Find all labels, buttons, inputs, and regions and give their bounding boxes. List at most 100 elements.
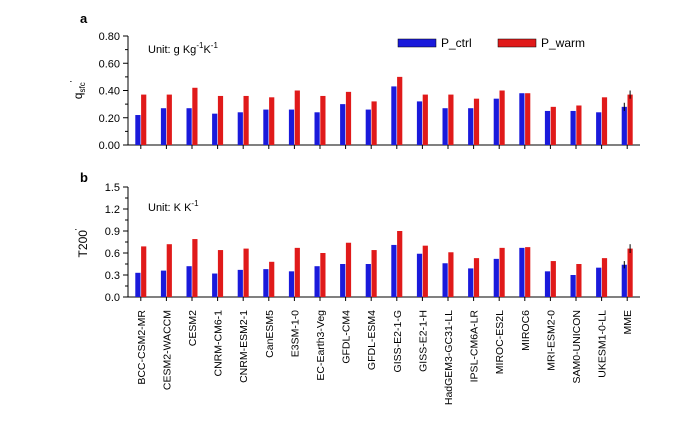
category-labels: BCC-CSM2-MR CESM2-WACCM CESM2 CNRM-CM6-1 CNR… xyxy=(136,310,634,406)
panel-b-bar-ctrl xyxy=(263,269,269,297)
panel-a-bar-warm xyxy=(141,94,147,145)
panel-a-plot: 0.00 0.20 0.40 0.60 0.80 xyxy=(99,31,640,152)
panel-b-bar-ctrl xyxy=(544,271,551,297)
panel-a-bar-ctrl xyxy=(314,112,320,145)
panel-b-bar-warm xyxy=(243,248,249,297)
panel-a-bar-warm xyxy=(422,94,428,145)
panel-b-ylabel: T200' xyxy=(74,228,90,257)
panel-b-bar-ctrl xyxy=(186,266,192,297)
category-label: GFDL-ESM4 xyxy=(366,310,378,370)
panel-b-bar-warm xyxy=(217,250,224,297)
panel-a-bar-warm xyxy=(576,105,582,145)
panel-a-bar-ctrl xyxy=(468,108,474,145)
panel-a-bar-ctrl xyxy=(135,115,141,145)
panel-b-bar-ctrl xyxy=(596,267,602,297)
panel-a-bar-ctrl xyxy=(212,113,218,145)
panel-a-ytick-label: 0.00 xyxy=(99,140,120,152)
category-label: GISS-E2-1-H xyxy=(417,310,429,372)
panel-a-bar-ctrl xyxy=(391,86,397,145)
panel-b-ylabel-main: T200 xyxy=(76,230,90,258)
panel-a-bar-ctrl xyxy=(416,101,423,145)
category-label: IPSL-CM6A-LR xyxy=(469,310,481,383)
category-label: HadGEM3-GC31-LL xyxy=(443,310,455,405)
panel-b-ytick-label: 1.5 xyxy=(105,182,120,194)
panel-b-bar-warm xyxy=(576,264,582,297)
panel-a-bar-warm xyxy=(294,90,300,145)
panel-a-bar-warm xyxy=(550,106,556,145)
panel-a-unit-label: Unit: g Kg-1K-1 xyxy=(148,41,218,56)
panel-b-bar-ctrl xyxy=(288,271,295,297)
panel-b-bar-ctrl xyxy=(365,264,371,297)
panel-a-bar-warm xyxy=(448,94,454,145)
panel-a-bar-ctrl xyxy=(544,110,551,145)
panel-a-bar-warm xyxy=(601,97,608,145)
panel-a-bar-warm xyxy=(627,94,633,145)
legend-ctrl-label: P_ctrl xyxy=(441,36,472,50)
panel-a-bar-warm xyxy=(320,95,326,145)
category-label: MME xyxy=(622,310,634,335)
panel-a-bar-ctrl xyxy=(596,112,602,145)
category-label: SAM0-UNICON xyxy=(571,310,583,384)
legend: P_ctrl P_warm xyxy=(397,36,585,50)
panel-b-ytick-label: 0.9 xyxy=(105,226,120,238)
panel-a-ytick-label: 0.20 xyxy=(99,113,120,125)
panel-b-bar-ctrl xyxy=(468,268,474,297)
panel-b-bar-warm xyxy=(192,239,198,297)
svg-text:qsfc': qsfc' xyxy=(69,80,87,99)
category-label: CESM2-WACCM xyxy=(161,310,173,390)
panel-b-bar-warm xyxy=(371,250,377,297)
panel-b-bar-ctrl xyxy=(570,275,576,297)
panel-a-bar-warm xyxy=(499,90,505,145)
panel-b-plot: 0.0 0.3 0.6 0.9 1.2 1.5 xyxy=(105,182,640,304)
panel-b-ytick-label: 0.6 xyxy=(105,248,120,260)
panel-b-bar-warm xyxy=(550,261,556,297)
panel-a-bar-ctrl xyxy=(288,109,295,145)
panel-b-ylabel-sup: ' xyxy=(74,228,83,230)
panel-b-bar-warm xyxy=(141,246,147,297)
panel-a-bar-ctrl xyxy=(365,109,371,145)
panel-b-bar-warm xyxy=(294,247,300,297)
category-label: CNRM-CM6-1 xyxy=(213,310,225,377)
panel-a-bar-ctrl xyxy=(340,104,346,145)
panel-a-bar-warm xyxy=(269,97,275,145)
panel-a-bar-ctrl xyxy=(442,108,448,145)
panel-b-bar-warm xyxy=(525,247,531,297)
category-label: CanESM5 xyxy=(264,310,276,358)
panel-a-bar-ctrl xyxy=(493,98,499,145)
panel-b-bar-ctrl xyxy=(621,264,627,297)
panel-a-bar-warm xyxy=(525,93,531,145)
panel-a-ylabel-sup: ' xyxy=(69,80,78,82)
panel-a-ytick-label: 0.80 xyxy=(99,31,120,43)
panel-a-ylabel-main: q xyxy=(71,93,85,100)
category-label: GFDL-CM4 xyxy=(341,310,353,364)
panel-a-bar-ctrl xyxy=(621,106,627,145)
legend-warm-swatch xyxy=(497,38,537,48)
legend-warm-label: P_warm xyxy=(541,36,585,50)
category-label: CESM2 xyxy=(187,310,199,346)
panel-a-letter: a xyxy=(80,11,88,26)
panel-b-ytick-label: 0.0 xyxy=(105,292,120,304)
panel-b-bar-ctrl xyxy=(135,272,141,297)
panel-a-bar-ctrl xyxy=(519,93,525,145)
panel-b-bar-ctrl xyxy=(442,263,448,297)
panel-b-bar-warm xyxy=(601,258,608,297)
panel-b-bar-ctrl xyxy=(212,273,218,297)
panel-b-bar-ctrl xyxy=(160,270,167,297)
panel-a-ytick-label: 0.60 xyxy=(99,58,120,70)
panel-b-bar-ctrl xyxy=(519,247,525,297)
category-label: E3SM-1-0 xyxy=(289,310,301,357)
panel-b-unit-label: Unit: K K-1 xyxy=(148,199,199,214)
panel-b-bar-ctrl xyxy=(340,264,346,297)
panel-b-ytick-label: 1.2 xyxy=(105,204,120,216)
panel-b-bar-warm xyxy=(166,244,172,297)
panel-a-bar-ctrl xyxy=(263,109,269,145)
category-label: MRI-ESM2-0 xyxy=(545,310,557,371)
panel-b-bar-warm xyxy=(473,258,480,297)
category-label: CNRM-ESM2-1 xyxy=(238,310,250,383)
panel-a-bar-warm xyxy=(371,101,377,145)
panel-a-bar-warm xyxy=(397,76,403,145)
panel-b-bar-warm xyxy=(345,242,352,297)
panel-b-bar-warm xyxy=(627,248,633,297)
svg-text:T200': T200' xyxy=(74,228,90,257)
panel-b-bar-warm xyxy=(320,253,326,297)
